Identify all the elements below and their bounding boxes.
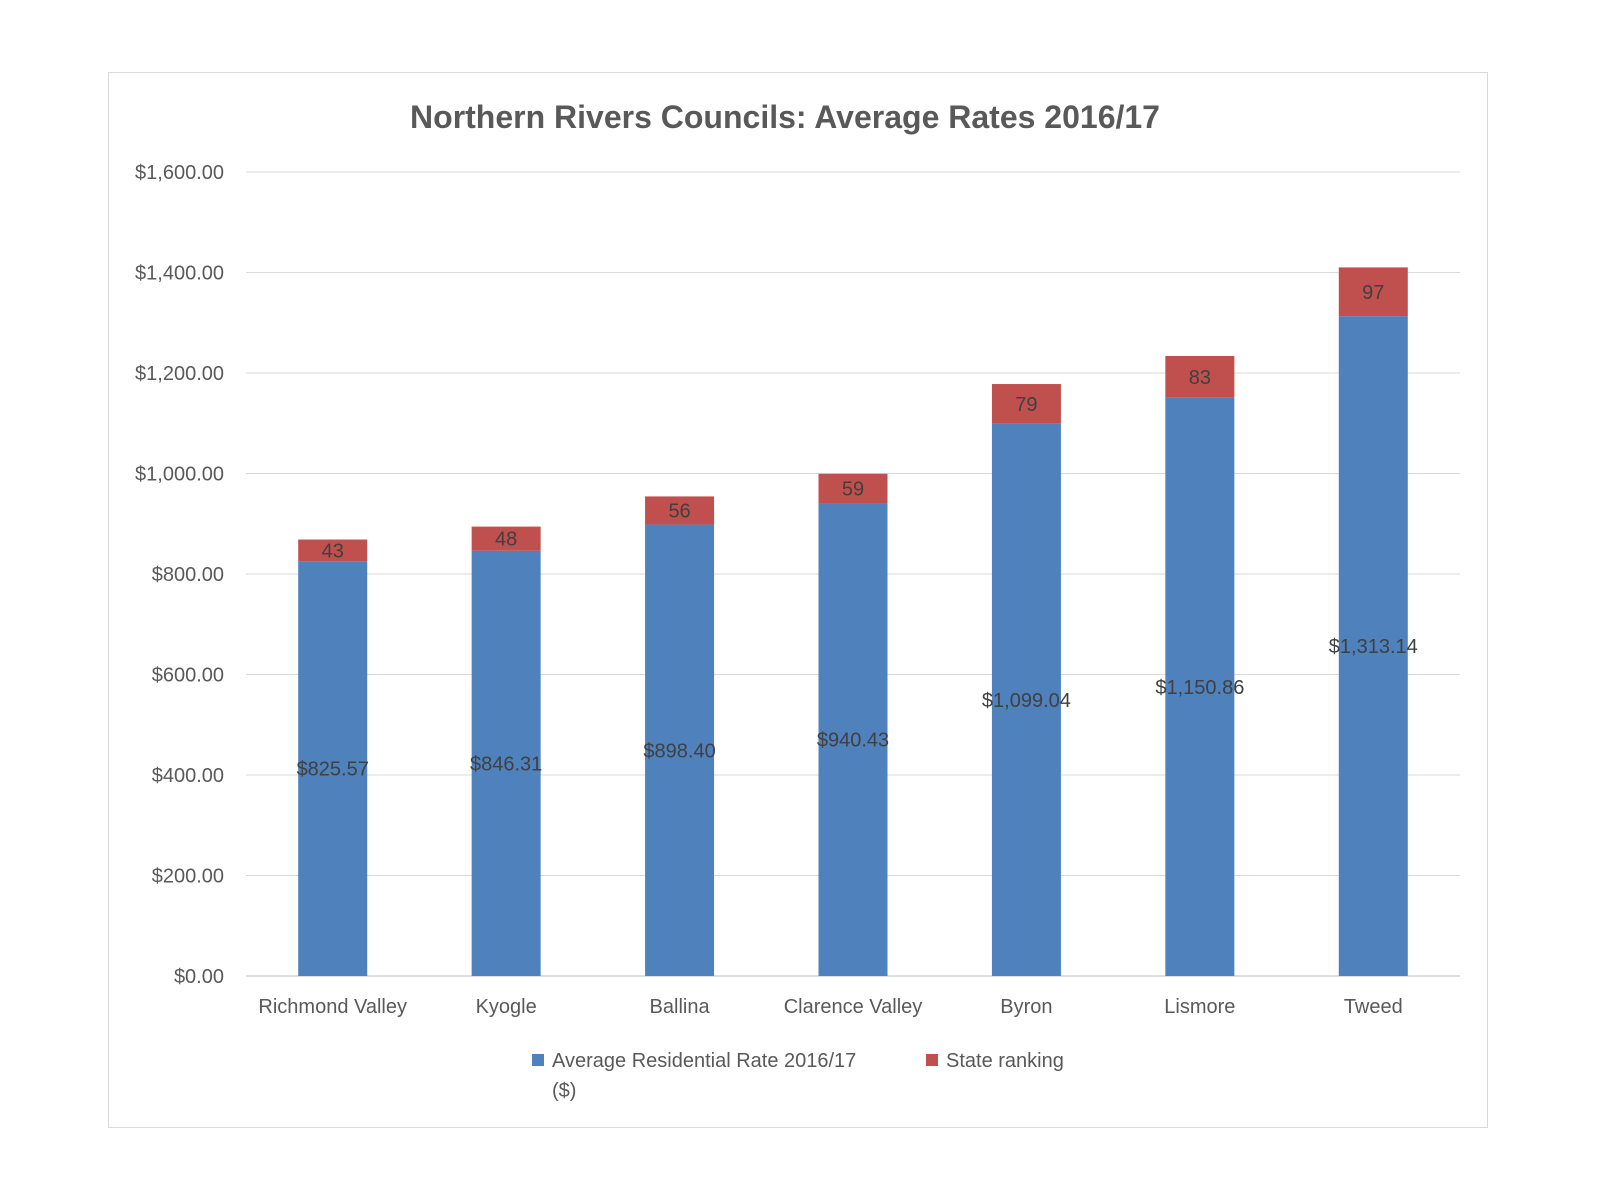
data-label-state-ranking: 56 [668,500,690,522]
bar-state-ranking-clarence-valley [818,473,888,504]
bar-average-rate-richmond-valley [298,561,368,976]
data-labels: $825.57 43 $846.31 48 $898.40 56 $940.43 59 $1,0… [297,282,1418,781]
y-tick-label: $1,400.00 [135,263,224,285]
bar-state-ranking-richmond-valley [298,539,368,562]
x-tick-label: Clarence Valley [784,996,923,1018]
bar-average-rate-lismore [1165,397,1235,976]
legend-label-average-rate-line2: ($) [552,1080,576,1102]
bar-average-rate-tweed [1338,316,1408,976]
data-label-average-rate: $846.31 [470,753,542,775]
legend: Average Residential Rate 2016/17 ($) Sta… [532,1050,1064,1102]
data-label-average-rate: $1,099.04 [982,690,1071,712]
data-label-average-rate: $825.57 [297,759,369,781]
data-label-state-ranking: 79 [1015,394,1037,416]
x-tick-label: Byron [1000,996,1052,1018]
y-tick-label: $600.00 [152,665,224,687]
data-label-state-ranking: 43 [322,540,344,562]
x-tick-label: Richmond Valley [258,996,407,1018]
y-tick-label: $200.00 [152,866,224,888]
bar-average-rate-kyogle [471,550,541,976]
bar-state-ranking-kyogle [471,526,541,551]
data-label-state-ranking: 97 [1362,282,1384,304]
legend-label-state-ranking: State ranking [946,1050,1064,1072]
legend-swatch-state-ranking [926,1054,938,1066]
bar-state-ranking-lismore [1165,355,1235,398]
x-tick-label: Kyogle [476,996,537,1018]
bar-average-rate-byron [991,423,1061,976]
bar-average-rate-ballina [645,524,715,976]
gridlines [246,171,1460,977]
data-label-average-rate: $1,313.14 [1329,636,1418,658]
data-label-average-rate: $940.43 [817,730,889,752]
chart-title: Northern Rivers Councils: Average Rates … [410,99,1160,135]
y-tick-label: $0.00 [174,966,224,988]
legend-swatch-average-rate [532,1054,544,1066]
y-tick-label: $800.00 [152,564,224,586]
data-label-average-rate: $1,150.86 [1155,677,1244,699]
bar-average-rate-clarence-valley [818,503,888,976]
y-tick-label: $1,000.00 [135,464,224,486]
y-tick-label: $1,600.00 [135,162,224,184]
y-tick-label: $400.00 [152,765,224,787]
bars [298,267,1408,976]
legend-label-average-rate-line1: Average Residential Rate 2016/17 [552,1050,856,1072]
data-label-state-ranking: 48 [495,529,517,551]
x-tick-label: Lismore [1164,996,1235,1018]
x-tick-label: Ballina [650,996,711,1018]
bar-state-ranking-byron [991,384,1061,424]
y-tick-label: $1,200.00 [135,363,224,385]
data-label-state-ranking: 59 [842,479,864,501]
x-axis-ticks: Richmond Valley Kyogle Ballina Clarence Val… [258,996,1402,1018]
bar-state-ranking-tweed [1338,267,1408,317]
data-label-state-ranking: 83 [1189,367,1211,389]
data-label-average-rate: $898.40 [643,740,715,762]
bar-state-ranking-ballina [645,496,715,525]
y-axis-ticks: $0.00 $200.00 $400.00 $600.00 $800.00 $1,000.… [135,162,224,988]
x-tick-label: Tweed [1344,996,1403,1018]
